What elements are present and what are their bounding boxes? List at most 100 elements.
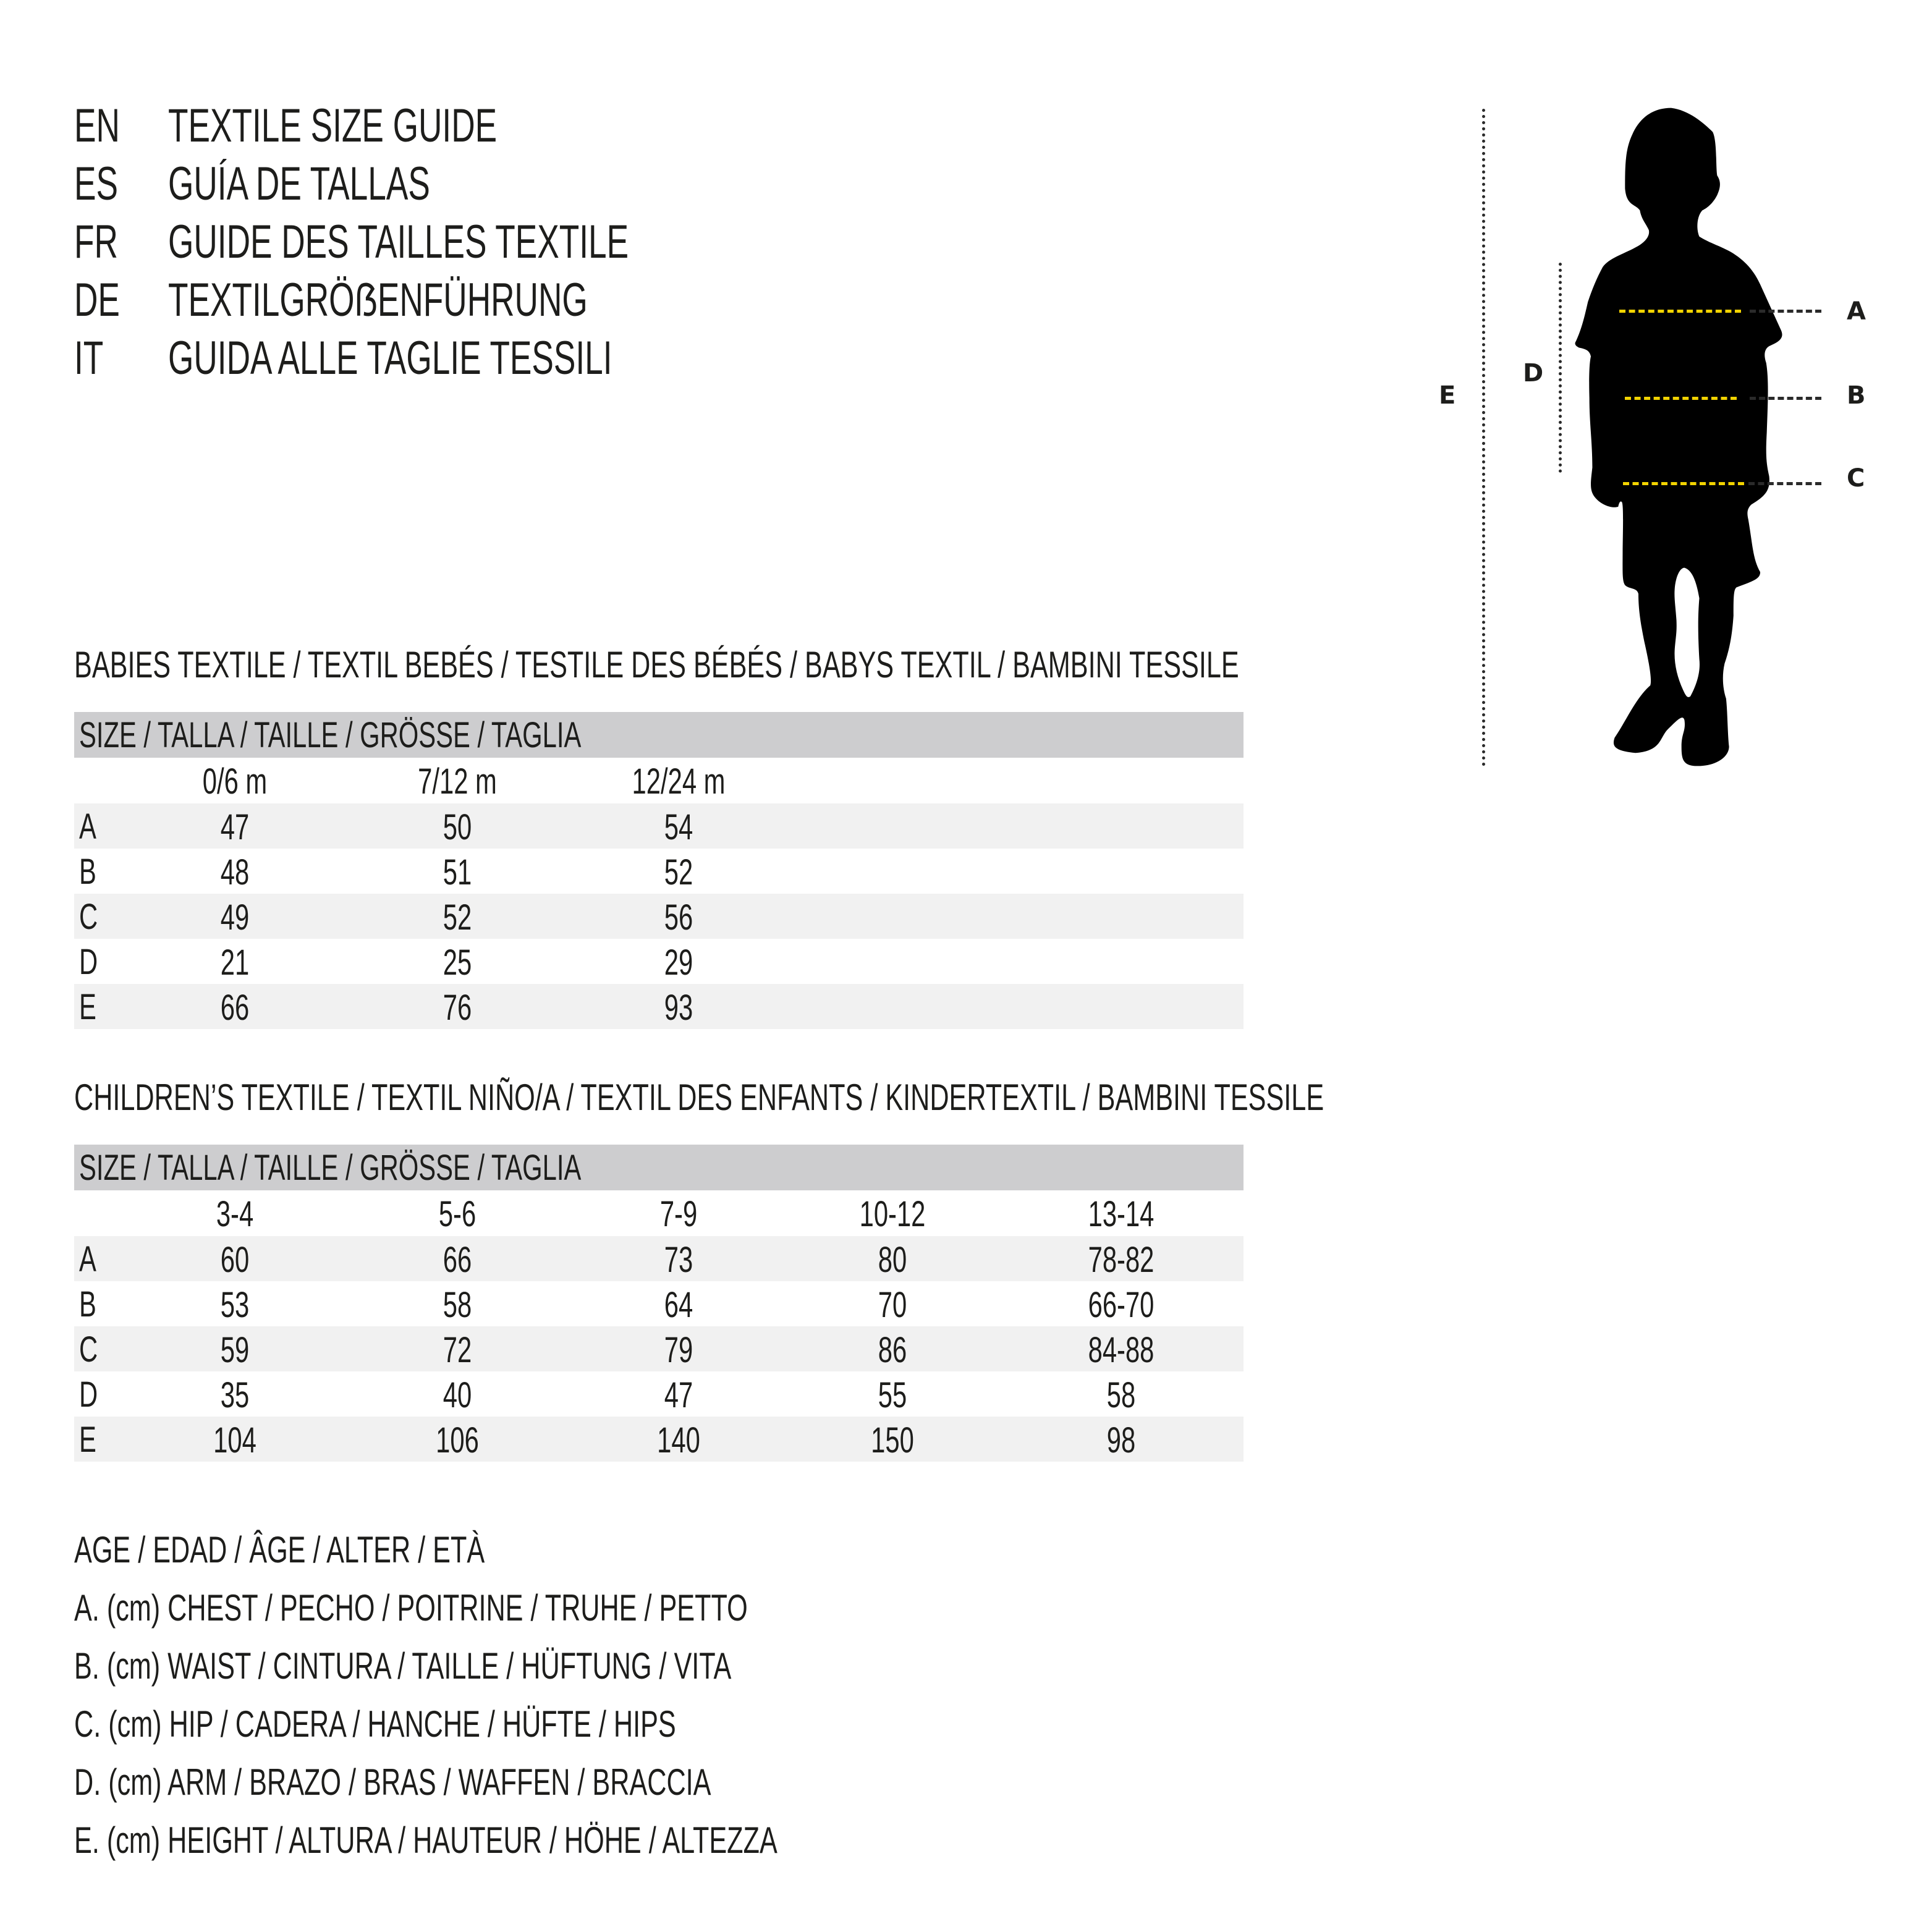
table-row: D 21 25 29: [74, 939, 1244, 984]
table-cell: 64: [664, 1285, 693, 1325]
hip-measure-line: [1623, 482, 1744, 485]
table-cell: 78-82: [1088, 1240, 1155, 1280]
table-cell: 47: [664, 1375, 693, 1415]
legend-line: E. (cm) HEIGHT / ALTURA / HAUTEUR / HÖHE…: [74, 1820, 777, 1861]
size-columns-row: 0/6 m 7/12 m 12/24 m: [74, 758, 1244, 803]
waist-leader-line: [1750, 397, 1821, 400]
table-cell: 35: [220, 1375, 250, 1415]
row-label: C: [79, 897, 98, 937]
arm-measure-line: [1559, 263, 1562, 473]
legend-line: AGE / EDAD / ÂGE / ALTER / ETÀ: [74, 1529, 485, 1570]
table-cell: 58: [443, 1285, 472, 1325]
table-cell: 72: [443, 1330, 472, 1370]
size-column-header: 7-9: [659, 1194, 698, 1234]
table-cell: 25: [443, 943, 472, 983]
row-label: B: [79, 852, 96, 892]
label-c: C: [1847, 464, 1865, 493]
table-cell: 53: [220, 1285, 250, 1325]
table-cell: 76: [443, 988, 472, 1028]
table-cell: 52: [664, 852, 693, 892]
table-cell: 66: [443, 1240, 472, 1280]
table-cell: 52: [443, 897, 472, 938]
label-e: E: [1439, 381, 1456, 410]
size-header-band: SIZE / TALLA / TAILLE / GRÖSSE / TAGLIA: [74, 712, 1244, 758]
size-header-label: SIZE / TALLA / TAILLE / GRÖSSE / TAGLIA: [79, 715, 582, 755]
table-row: B 53 58 64 70 66-70: [74, 1281, 1244, 1326]
table-row: C 59 72 79 86 84-88: [74, 1326, 1244, 1371]
table-cell: 55: [878, 1375, 907, 1415]
table-cell: 150: [871, 1420, 914, 1460]
table-cell: 48: [220, 852, 250, 892]
label-b: B: [1847, 381, 1866, 410]
row-label: D: [79, 942, 98, 982]
size-column-header: 10-12: [859, 1194, 926, 1234]
table-cell: 104: [213, 1420, 256, 1460]
row-label: A: [79, 807, 96, 847]
size-column-header: 13-14: [1088, 1194, 1155, 1234]
table-cell: 58: [1106, 1375, 1136, 1415]
table-cell: 106: [436, 1420, 479, 1460]
table-cell: 40: [443, 1375, 472, 1415]
table-cell: 29: [664, 943, 693, 983]
table-cell: 49: [220, 897, 250, 938]
table-cell: 50: [443, 807, 472, 847]
row-label: D: [79, 1375, 98, 1415]
size-header-band: SIZE / TALLA / TAILLE / GRÖSSE / TAGLIA: [74, 1145, 1244, 1190]
legend-line: C. (cm) HIP / CADERA / HANCHE / HÜFTE / …: [74, 1703, 676, 1745]
table-cell: 66: [220, 988, 250, 1028]
table-cell: 56: [664, 897, 693, 938]
title-lang-code: IT: [74, 332, 104, 384]
table-cell: 21: [220, 943, 250, 983]
table-cell: 47: [220, 807, 250, 847]
table-row: A 60 66 73 80 78-82: [74, 1236, 1244, 1281]
table-cell: 80: [878, 1240, 907, 1280]
size-column-header: 7/12 m: [418, 761, 497, 802]
babies-heading: BABIES TEXTILE / TEXTIL BEBÉS / TESTILE …: [74, 644, 1239, 685]
waist-measure-line: [1625, 397, 1737, 400]
chest-leader-line: [1750, 310, 1821, 313]
table-row: A 47 50 54: [74, 803, 1244, 849]
table-cell: 59: [220, 1330, 250, 1370]
table-cell: 79: [664, 1330, 693, 1370]
table-cell: 93: [664, 988, 693, 1028]
table-row: C 49 52 56: [74, 894, 1244, 939]
title-lang-code: DE: [74, 274, 120, 326]
legend-line: A. (cm) CHEST / PECHO / POITRINE / TRUHE…: [74, 1587, 748, 1629]
table-row: E 104 106 140 150 98: [74, 1417, 1244, 1462]
table-row: B 48 51 52: [74, 849, 1244, 894]
size-column-header: 12/24 m: [632, 761, 726, 802]
label-a: A: [1847, 297, 1866, 326]
size-header-label: SIZE / TALLA / TAILLE / GRÖSSE / TAGLIA: [79, 1148, 582, 1188]
title-lang-code: ES: [74, 158, 118, 210]
children-heading: CHILDREN’S TEXTILE / TEXTIL NIÑO/A / TEX…: [74, 1077, 1324, 1118]
table-cell: 84-88: [1088, 1330, 1155, 1370]
title-lang-code: FR: [74, 216, 118, 268]
title-text: TEXTILE SIZE GUIDE: [168, 100, 498, 152]
title-text: GUÍA DE TALLAS: [168, 158, 430, 210]
title-text: GUIDE DES TAILLES TEXTILE: [168, 216, 629, 268]
title-text: TEXTILGRÖẞENFÜHRUNG: [168, 274, 588, 326]
legend-line: D. (cm) ARM / BRAZO / BRAS / WAFFEN / BR…: [74, 1761, 711, 1803]
size-column-header: 3-4: [216, 1194, 254, 1234]
title-text: GUIDA ALLE TAGLIE TESSILI: [168, 332, 612, 384]
row-label: E: [79, 987, 96, 1027]
size-column-header: 5-6: [438, 1194, 477, 1234]
table-cell: 70: [878, 1285, 907, 1325]
table-cell: 98: [1106, 1420, 1136, 1460]
row-label: C: [79, 1329, 98, 1370]
child-silhouette: [1575, 108, 1782, 766]
height-measure-line: [1482, 109, 1485, 766]
table-cell: 51: [443, 852, 472, 892]
table-row: E 66 76 93: [74, 984, 1244, 1029]
row-label: A: [79, 1239, 96, 1279]
size-columns-row: 3-4 5-6 7-9 10-12 13-14: [74, 1190, 1244, 1235]
table-row: D 35 40 47 55 58: [74, 1371, 1244, 1417]
row-label: E: [79, 1420, 96, 1460]
table-cell: 54: [664, 807, 693, 847]
hip-leader-line: [1748, 482, 1821, 485]
label-d: D: [1523, 359, 1544, 388]
chest-measure-line: [1619, 310, 1741, 313]
table-cell: 140: [657, 1420, 700, 1460]
size-column-header: 0/6 m: [202, 761, 268, 802]
row-label: B: [79, 1284, 96, 1324]
